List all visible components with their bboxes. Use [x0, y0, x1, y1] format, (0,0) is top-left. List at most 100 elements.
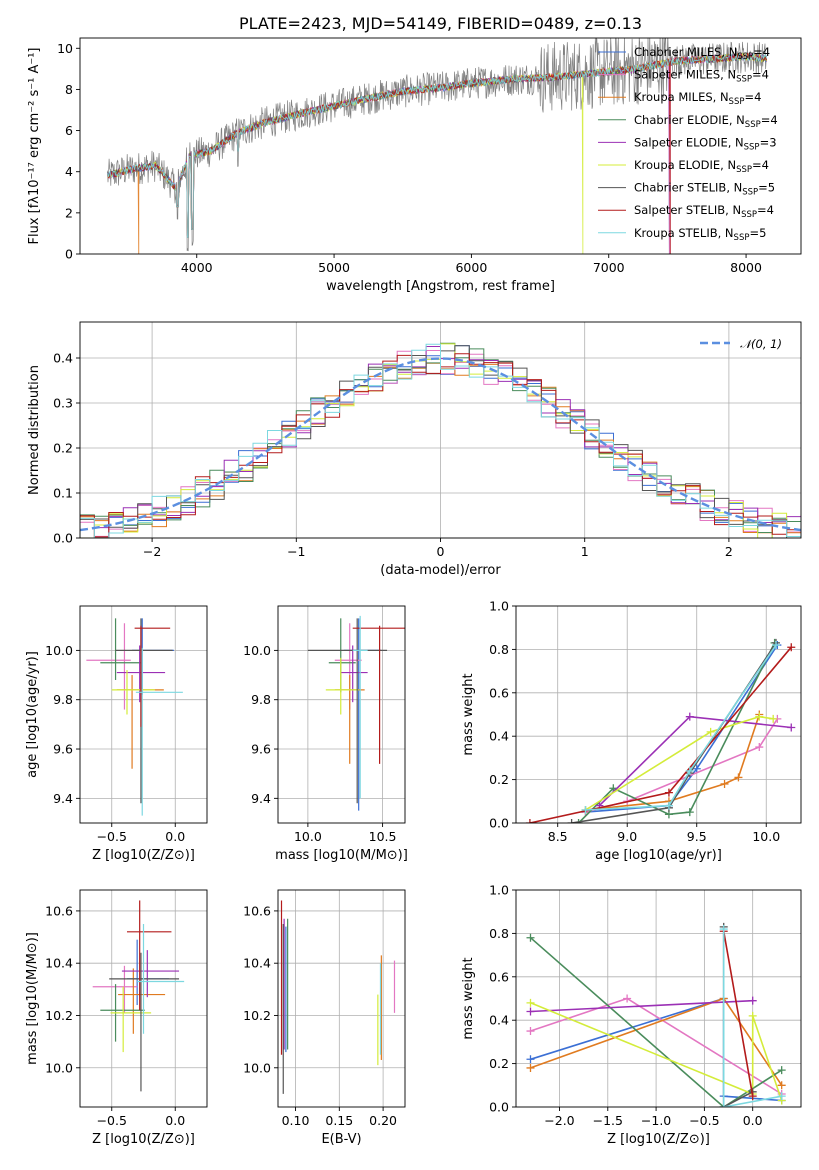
weight-marker	[525, 819, 534, 823]
y-tick-label: 10.4	[45, 956, 73, 971]
panel-3-xlabel: Z [log10(Z/Z⊙)]	[92, 848, 195, 863]
legend-entry: Chabrier ELODIE, NSSP=4	[634, 113, 778, 130]
errorbar-point	[135, 647, 183, 816]
panel-3-frame	[79, 605, 208, 824]
y-tick-label: 10	[57, 41, 73, 56]
errorbar-point	[328, 618, 356, 693]
y-tick-label: 9.8	[53, 692, 73, 707]
panel-7-axes: 0.10 0.15 0.20 10.0 10.2 10.4 10.6	[243, 890, 405, 1128]
panel-4-xlabel: mass [log10(M/M⊙)]	[275, 848, 408, 863]
residual-histogram-step	[80, 353, 801, 538]
x-tick-label: 0.0	[165, 829, 185, 844]
errorbar-point	[352, 625, 405, 764]
x-tick-label: −0.5	[689, 1113, 719, 1128]
weight-marker	[777, 1066, 786, 1075]
y-tick-label: 6	[65, 123, 73, 138]
x-tick-label: 1	[581, 544, 589, 559]
weight-line	[530, 999, 753, 1013]
weight-series	[525, 643, 796, 823]
errorbar-point	[111, 670, 155, 715]
panel-4-axes: 10.0 10.5 9.4 9.6 9.8 10.0	[243, 606, 405, 844]
errorbar-point	[100, 618, 141, 680]
panel-6-ylabel: mass [log10(M/M⊙)]	[25, 932, 40, 1065]
panel-1-legend: Chabrier MILES, NSSP=4 Salpeter MILES, NS…	[598, 45, 778, 243]
y-tick-label: 0.2	[53, 441, 73, 456]
weight-marker	[526, 933, 535, 942]
x-tick-label: 9.5	[687, 829, 707, 844]
y-tick-label: 0.3	[53, 396, 73, 411]
weight-marker	[787, 723, 796, 732]
weight-marker	[769, 714, 778, 723]
y-tick-label: 0.0	[489, 816, 509, 831]
weight-marker	[526, 1027, 535, 1036]
legend-entry: Salpeter ELODIE, NSSP=3	[634, 135, 777, 152]
weight-marker	[685, 712, 694, 721]
panel-5-ylabel: mass weight	[461, 673, 476, 755]
weight-marker	[581, 805, 590, 814]
y-tick-label: 0.0	[53, 531, 73, 546]
panel-8-xlabel: Z [log10(Z/Z⊙)]	[607, 1132, 710, 1147]
y-tick-label: 0.4	[489, 729, 509, 744]
errorbar-point	[325, 657, 359, 715]
weight-marker	[734, 773, 743, 782]
panel-6-xlabel: Z [log10(Z/Z⊙)]	[92, 1132, 195, 1147]
weight-marker	[748, 996, 757, 1005]
weight-marker	[755, 712, 764, 721]
weight-marker	[685, 766, 694, 775]
x-tick-label: 10.0	[294, 829, 322, 844]
weight-series	[719, 927, 757, 1101]
panel-3-axes: −0.5 0.0 9.4 9.6 9.8 10.0	[45, 606, 207, 844]
x-tick-label: 4000	[181, 260, 213, 275]
x-tick-label: 9.0	[617, 829, 637, 844]
panel-6-frame	[79, 889, 208, 1108]
weight-marker	[787, 643, 796, 652]
x-tick-label: 0.20	[369, 1113, 397, 1128]
y-tick-label: 9.6	[53, 742, 73, 757]
y-tick-label: 0.0	[489, 1100, 509, 1115]
weight-marker	[574, 819, 583, 823]
y-tick-label: 0.2	[489, 1056, 509, 1071]
errorbar-point	[307, 618, 388, 804]
weight-marker	[664, 788, 673, 797]
weight-series	[719, 925, 786, 1107]
y-tick-label: 4	[65, 164, 73, 179]
y-tick-label: 10.6	[45, 903, 73, 918]
y-tick-label: 0	[65, 247, 73, 262]
x-tick-label: 10.0	[752, 829, 780, 844]
x-tick-label: −1.0	[641, 1113, 671, 1128]
x-tick-label: 2	[725, 544, 733, 559]
panel-5-xlabel: age [log10(age/yr)]	[595, 848, 722, 863]
weight-marker	[706, 727, 715, 736]
errorbar-point	[92, 965, 138, 1013]
weight-series	[526, 996, 757, 1016]
x-tick-label: −0.5	[97, 1113, 127, 1128]
gaussian-curve	[80, 357, 801, 532]
y-tick-label: 0.4	[489, 1013, 509, 1028]
weight-marker	[623, 994, 632, 1003]
panel-4-frame	[277, 605, 406, 824]
legend-entry: Chabrier STELIB, NSSP=5	[634, 181, 775, 198]
errorbar-point	[110, 986, 152, 1053]
y-tick-label: 10.0	[45, 643, 73, 658]
x-tick-label: −2	[143, 544, 161, 559]
y-tick-label: 0.4	[53, 351, 73, 366]
panel-1-axes: 4000 5000 6000 7000 8000 0 2 4 6 8 10	[57, 41, 762, 275]
x-tick-label: 8.5	[548, 829, 568, 844]
weight-marker	[526, 1063, 535, 1072]
x-tick-label: 0.15	[325, 1113, 353, 1128]
weight-marker	[771, 641, 780, 650]
errorbar-point	[126, 900, 172, 1011]
y-tick-label: 10.0	[45, 1060, 73, 1075]
x-tick-label: −1	[287, 544, 305, 559]
weight-marker	[692, 764, 701, 773]
legend-entry: Chabrier MILES, NSSP=4	[634, 45, 770, 62]
y-tick-label: 1.0	[489, 883, 509, 898]
y-tick-label: 1.0	[489, 599, 509, 614]
y-tick-label: 10.4	[243, 956, 271, 971]
x-tick-label: 6000	[455, 260, 487, 275]
x-tick-label: 0.0	[165, 1113, 185, 1128]
weight-line	[585, 644, 777, 811]
errorbar-point	[121, 950, 180, 998]
panel-7-xlabel: E(B-V)	[321, 1132, 361, 1147]
